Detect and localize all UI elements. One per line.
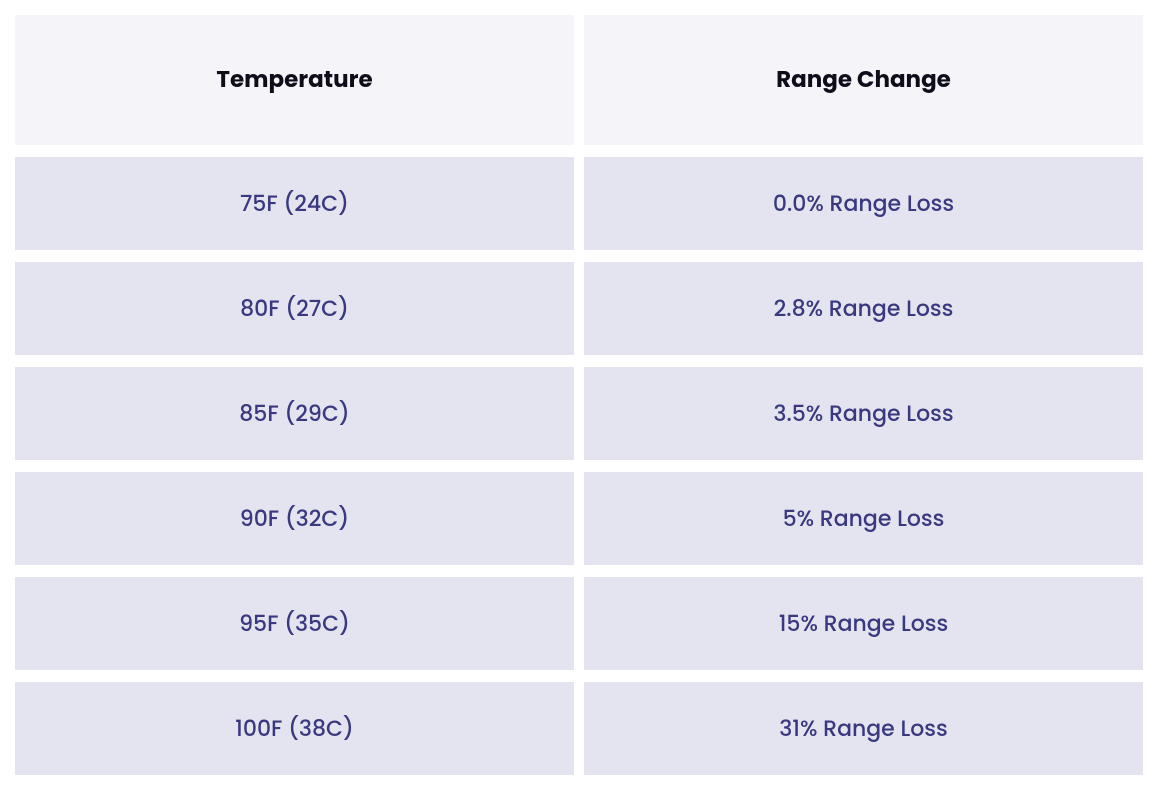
table-row: 90F (32C) 5% Range Loss [15,472,1143,565]
temperature-cell: 80F (27C) [15,262,574,355]
table-header-row: Temperature Range Change [15,15,1143,145]
column-header-temperature: Temperature [15,15,574,145]
table-row: 95F (35C) 15% Range Loss [15,577,1143,670]
range-change-cell: 2.8% Range Loss [584,262,1143,355]
temperature-cell: 95F (35C) [15,577,574,670]
range-change-cell: 0.0% Range Loss [584,157,1143,250]
temperature-cell: 75F (24C) [15,157,574,250]
table-row: 80F (27C) 2.8% Range Loss [15,262,1143,355]
temperature-cell: 100F (38C) [15,682,574,775]
temperature-range-table: Temperature Range Change 75F (24C) 0.0% … [15,15,1143,775]
table-row: 75F (24C) 0.0% Range Loss [15,157,1143,250]
range-change-cell: 31% Range Loss [584,682,1143,775]
temperature-cell: 90F (32C) [15,472,574,565]
table-row: 85F (29C) 3.5% Range Loss [15,367,1143,460]
temperature-cell: 85F (29C) [15,367,574,460]
column-header-range-change: Range Change [584,15,1143,145]
range-change-cell: 15% Range Loss [584,577,1143,670]
range-change-cell: 3.5% Range Loss [584,367,1143,460]
table-row: 100F (38C) 31% Range Loss [15,682,1143,775]
range-change-cell: 5% Range Loss [584,472,1143,565]
